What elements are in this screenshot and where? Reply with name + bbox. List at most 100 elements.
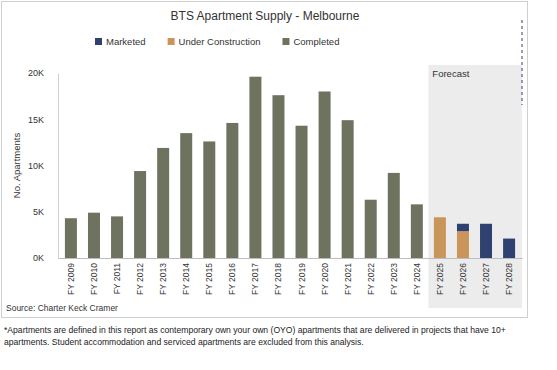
y-tick: 0K bbox=[33, 253, 58, 263]
bar bbox=[388, 172, 400, 173]
bar bbox=[365, 200, 377, 258]
x-tick-label: FY 2010 bbox=[89, 263, 99, 295]
y-axis: 0K 5K 10K 15K 20K bbox=[28, 68, 59, 263]
legend-label: Completed bbox=[293, 36, 339, 47]
bar bbox=[65, 218, 77, 219]
x-tick-label: FY 2018 bbox=[273, 263, 283, 295]
x-tick-label: FY 2024 bbox=[412, 263, 422, 295]
bar bbox=[134, 171, 146, 172]
bar bbox=[296, 125, 308, 126]
bars bbox=[65, 77, 515, 258]
x-tick: FY 2020 bbox=[320, 258, 330, 295]
bar bbox=[65, 218, 77, 219]
bar bbox=[180, 133, 192, 134]
x-tick-label: FY 2026 bbox=[458, 263, 468, 295]
forecast-band bbox=[428, 65, 522, 308]
bar bbox=[411, 204, 423, 205]
legend-swatch bbox=[95, 38, 102, 45]
x-tick-label: FY 2023 bbox=[389, 263, 399, 295]
bar bbox=[503, 239, 515, 258]
bar bbox=[342, 120, 354, 121]
bar bbox=[111, 216, 123, 258]
legend-swatch bbox=[282, 38, 289, 45]
x-tick-label: FY 2012 bbox=[135, 263, 145, 295]
x-tick: FY 2025 bbox=[435, 258, 445, 295]
y-tick-label: 20K bbox=[28, 68, 44, 78]
legend-label: Marketed bbox=[106, 36, 146, 47]
x-tick-label: FY 2028 bbox=[504, 263, 514, 295]
bar bbox=[65, 218, 77, 258]
x-tick: FY 2012 bbox=[135, 258, 145, 295]
x-tick: FY 2017 bbox=[250, 258, 260, 295]
x-tick: FY 2021 bbox=[343, 258, 353, 295]
legend: Marketed Under Construction Completed bbox=[95, 36, 339, 47]
x-tick: FY 2026 bbox=[458, 258, 468, 295]
bar bbox=[272, 95, 284, 258]
bar bbox=[249, 76, 261, 77]
x-tick-label: FY 2017 bbox=[250, 263, 260, 295]
y-tick: 15K bbox=[28, 115, 58, 125]
bar bbox=[134, 171, 146, 172]
bar bbox=[157, 148, 169, 258]
y-axis-title: No. Apartments bbox=[11, 133, 22, 199]
bar bbox=[134, 171, 146, 258]
legend-item: Under Construction bbox=[168, 36, 261, 47]
forecast-divider bbox=[522, 20, 523, 105]
x-tick-label: FY 2022 bbox=[366, 263, 376, 295]
x-tick-label: FY 2027 bbox=[481, 263, 491, 295]
bar bbox=[342, 120, 354, 258]
chart-title: BTS Apartment Supply - Melbourne bbox=[171, 9, 360, 23]
bar bbox=[180, 133, 192, 258]
x-tick: FY 2024 bbox=[412, 258, 422, 295]
x-tick: FY 2014 bbox=[181, 258, 191, 295]
bar bbox=[249, 76, 261, 77]
y-tick-label: 5K bbox=[33, 207, 44, 217]
bar bbox=[226, 123, 238, 258]
y-tick-label: 0K bbox=[33, 253, 44, 263]
x-tick: FY 2016 bbox=[227, 258, 237, 295]
bar bbox=[296, 126, 308, 258]
bar bbox=[365, 199, 377, 200]
x-tick: FY 2011 bbox=[112, 258, 122, 294]
x-tick: FY 2019 bbox=[297, 258, 307, 295]
source: Source: Charter Keck Cramer bbox=[6, 303, 118, 313]
x-axis: FY 2009 FY 2010 FY 2011 FY 2012 FY 2013 FY 20… bbox=[59, 258, 523, 295]
y-tick-label: 10K bbox=[28, 161, 44, 171]
x-tick-label: FY 2020 bbox=[320, 263, 330, 295]
x-tick: FY 2018 bbox=[273, 258, 283, 295]
bar bbox=[319, 91, 331, 92]
bar bbox=[226, 122, 238, 123]
x-tick-label: FY 2011 bbox=[112, 263, 122, 295]
y-axis-line bbox=[58, 74, 59, 259]
x-tick: FY 2010 bbox=[89, 258, 99, 295]
x-tick: FY 2028 bbox=[504, 258, 514, 295]
bar bbox=[157, 147, 169, 148]
x-tick-label: FY 2025 bbox=[435, 263, 445, 295]
chart-frame bbox=[2, 2, 528, 318]
x-tick-label: FY 2019 bbox=[297, 263, 307, 295]
bar bbox=[296, 125, 308, 126]
bar bbox=[457, 231, 469, 258]
x-tick: FY 2013 bbox=[158, 258, 168, 295]
y-tick: 10K bbox=[28, 161, 58, 171]
bar bbox=[411, 204, 423, 205]
bar bbox=[388, 173, 400, 258]
x-tick-label: FY 2021 bbox=[343, 263, 353, 295]
bar bbox=[203, 141, 215, 142]
x-tick-label: FY 2009 bbox=[66, 263, 76, 295]
bar bbox=[88, 213, 100, 258]
bar bbox=[434, 217, 446, 218]
bar bbox=[272, 95, 284, 96]
bar bbox=[88, 212, 100, 213]
bar bbox=[111, 216, 123, 217]
bar bbox=[272, 95, 284, 96]
annotation: Forecast bbox=[432, 68, 469, 79]
bar bbox=[388, 172, 400, 173]
footnote: *Apartments are defined in this report a… bbox=[4, 324, 549, 348]
bar bbox=[434, 217, 446, 258]
bar bbox=[480, 224, 492, 258]
legend-item: Marketed bbox=[95, 36, 146, 47]
x-tick-label: FY 2015 bbox=[204, 263, 214, 295]
bar bbox=[411, 204, 423, 258]
legend-item: Completed bbox=[282, 36, 339, 47]
